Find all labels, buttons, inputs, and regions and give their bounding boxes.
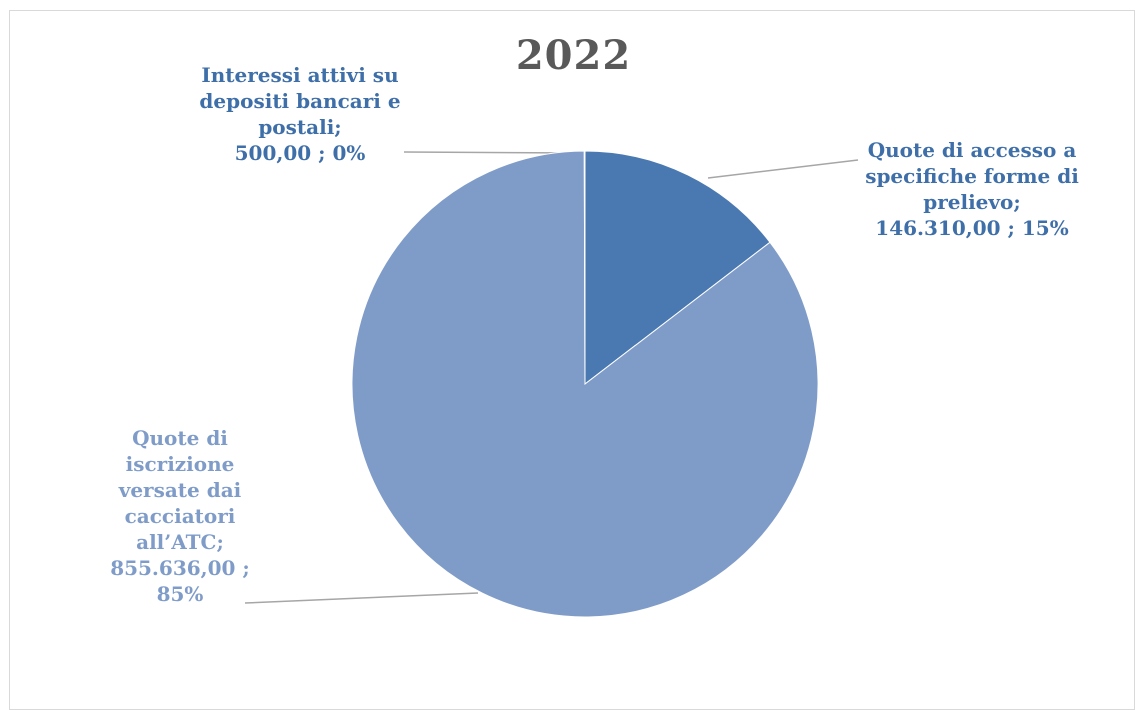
pie-slice-accesso — [584, 150, 771, 386]
slice-label-iscrizione-value: 855.636,00 ; 85% — [110, 556, 250, 606]
pie-chart — [244, 150, 859, 618]
slice-label-interessi-value: 500,00 ; 0% — [234, 141, 366, 165]
leader-line-iscrizione — [244, 592, 479, 604]
slice-label-accesso-name: Quote di accesso a specifiche forme di p… — [865, 138, 1079, 214]
pie-slices — [351, 150, 819, 618]
slice-label-accesso: Quote di accesso a specifiche forme di p… — [852, 137, 1092, 241]
leader-line-accesso — [707, 159, 859, 179]
slice-label-iscrizione: Quote di iscrizione versate dai cacciato… — [90, 425, 270, 607]
chart-title: 2022 — [515, 32, 632, 79]
slice-label-interessi: Interessi attivi su depositi bancari e p… — [180, 62, 420, 166]
pie-slice-interessi — [583, 150, 586, 385]
slice-label-accesso-value: 146.310,00 ; 15% — [875, 216, 1069, 240]
slice-label-iscrizione-name: Quote di iscrizione versate dai cacciato… — [118, 426, 242, 554]
slice-label-interessi-name: Interessi attivi su depositi bancari e p… — [199, 63, 401, 139]
